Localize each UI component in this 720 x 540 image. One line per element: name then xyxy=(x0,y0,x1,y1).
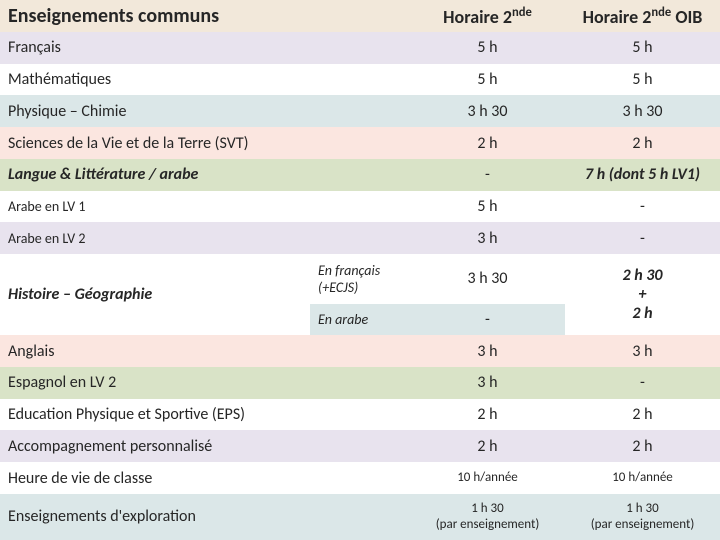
subject-label: Arabe en LV 2 xyxy=(0,222,410,254)
horaire-2nde: 5 h xyxy=(410,32,565,64)
subject-sublabel: En arabe xyxy=(310,304,410,336)
subject-label: Arabe en LV 1 xyxy=(0,191,410,223)
table-row: Mathématiques5 h5 h xyxy=(0,64,720,96)
table-row: Accompagnement personnalisé2 h2 h xyxy=(0,430,720,462)
horaire-2nde: 3 h xyxy=(410,222,565,254)
subject-label: Education Physique et Sportive (EPS) xyxy=(0,399,410,431)
horaire-2nde-oib: - xyxy=(565,222,720,254)
horaire-2nde-oib: 3 h 30 xyxy=(565,95,720,127)
header-horaire-2nde-oib: Horaire 2nde OIB xyxy=(565,0,720,32)
subject-label: Mathématiques xyxy=(0,64,410,96)
table-row: Espagnol en LV 23 h- xyxy=(0,367,720,399)
horaire-2nde: 10 h/année xyxy=(410,462,565,494)
subject-label: Histoire – Géographie xyxy=(0,254,310,335)
horaire-2nde: 2 h xyxy=(410,430,565,462)
table-row: Physique – Chimie3 h 303 h 30 xyxy=(0,95,720,127)
horaire-2nde: 2 h xyxy=(410,399,565,431)
subject-label: Langue & Littérature / arabe xyxy=(0,159,410,191)
horaire-2nde: - xyxy=(410,304,565,336)
subject-label: Accompagnement personnalisé xyxy=(0,430,410,462)
horaire-2nde-oib: 5 h xyxy=(565,64,720,96)
horaire-2nde: 3 h xyxy=(410,335,565,367)
subject-sublabel: En français (+ECJS) xyxy=(310,254,410,303)
table-row: Anglais3 h3 h xyxy=(0,335,720,367)
horaire-2nde-oib: 2 h xyxy=(565,127,720,159)
subject-label: Heure de vie de classe xyxy=(0,462,410,494)
horaire-2nde: 2 h xyxy=(410,127,565,159)
header-row: Enseignements communs Horaire 2nde Horai… xyxy=(0,0,720,32)
curriculum-table: Enseignements communs Horaire 2nde Horai… xyxy=(0,0,720,540)
table-row: Heure de vie de classe10 h/année10 h/ann… xyxy=(0,462,720,494)
table-row: Enseignements d'exploration1 h 30(par en… xyxy=(0,494,720,540)
horaire-2nde-oib: 7 h (dont 5 h LV1) xyxy=(565,159,720,191)
horaire-2nde-oib: 3 h xyxy=(565,335,720,367)
horaire-2nde-oib: 2 h xyxy=(565,430,720,462)
horaire-2nde: 3 h xyxy=(410,367,565,399)
horaire-2nde-oib: 5 h xyxy=(565,32,720,64)
subject-label: Français xyxy=(0,32,410,64)
table-row: Langue & Littérature / arabe-7 h (dont 5… xyxy=(0,159,720,191)
header-horaire-2nde: Horaire 2nde xyxy=(410,0,565,32)
table-row: Histoire – GéographieEn français (+ECJS)… xyxy=(0,254,720,303)
subject-label: Sciences de la Vie et de la Terre (SVT) xyxy=(0,127,410,159)
subject-label: Enseignements d'exploration xyxy=(0,494,410,540)
table-row: Français5 h5 h xyxy=(0,32,720,64)
subject-label: Anglais xyxy=(0,335,410,367)
horaire-2nde: 5 h xyxy=(410,64,565,96)
table-row: Arabe en LV 15 h- xyxy=(0,191,720,223)
subject-label: Physique – Chimie xyxy=(0,95,410,127)
horaire-2nde-oib: 10 h/année xyxy=(565,462,720,494)
horaire-2nde: 1 h 30(par enseignement) xyxy=(410,494,565,540)
horaire-2nde-oib: - xyxy=(565,191,720,223)
horaire-2nde-oib: 1 h 30(par enseignement) xyxy=(565,494,720,540)
horaire-2nde-oib: - xyxy=(565,367,720,399)
horaire-2nde-oib: 2 h 30+2 h xyxy=(565,254,720,335)
subject-label: Espagnol en LV 2 xyxy=(0,367,410,399)
horaire-2nde-oib: 2 h xyxy=(565,399,720,431)
header-subjects: Enseignements communs xyxy=(0,0,410,32)
table-row: Sciences de la Vie et de la Terre (SVT)2… xyxy=(0,127,720,159)
horaire-2nde: 5 h xyxy=(410,191,565,223)
horaire-2nde: - xyxy=(410,159,565,191)
horaire-2nde: 3 h 30 xyxy=(410,95,565,127)
table-row: Arabe en LV 23 h- xyxy=(0,222,720,254)
table-row: Education Physique et Sportive (EPS)2 h2… xyxy=(0,399,720,431)
horaire-2nde: 3 h 30 xyxy=(410,254,565,303)
